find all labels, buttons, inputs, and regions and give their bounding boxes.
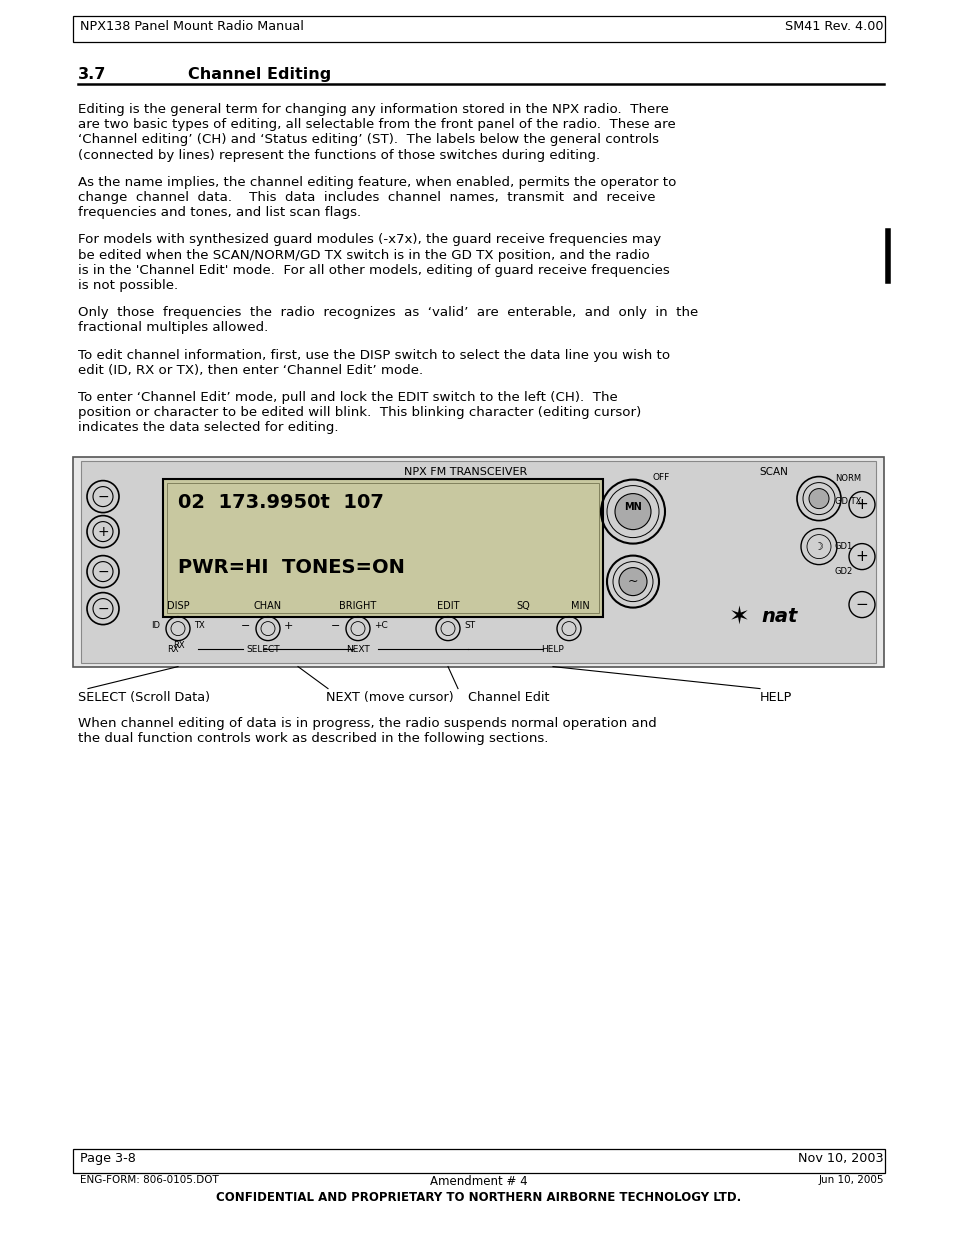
Text: MN: MN	[623, 501, 641, 511]
Text: (connected by lines) represent the functions of those switches during editing.: (connected by lines) represent the funct…	[78, 148, 599, 162]
Text: SM41 Rev. 4.00: SM41 Rev. 4.00	[784, 20, 883, 33]
Text: OFF: OFF	[652, 473, 670, 482]
Text: frequencies and tones, and list scan flags.: frequencies and tones, and list scan fla…	[78, 206, 361, 219]
Text: Nov 10, 2003: Nov 10, 2003	[798, 1152, 883, 1165]
Text: +: +	[97, 525, 109, 538]
Text: NORM: NORM	[834, 473, 861, 483]
Text: +: +	[284, 621, 294, 631]
Text: GD1: GD1	[834, 542, 852, 551]
Text: −: −	[855, 597, 867, 613]
Text: edit (ID, RX or TX), then enter ‘Channel Edit’ mode.: edit (ID, RX or TX), then enter ‘Channel…	[78, 364, 423, 377]
Text: NPX138 Panel Mount Radio Manual: NPX138 Panel Mount Radio Manual	[80, 20, 304, 33]
Circle shape	[618, 568, 646, 595]
Text: MIN: MIN	[571, 600, 589, 610]
Text: is in the 'Channel Edit' mode.  For all other models, editing of guard receive f: is in the 'Channel Edit' mode. For all o…	[78, 264, 669, 277]
Text: HELP: HELP	[541, 645, 564, 653]
Text: 3.7: 3.7	[78, 67, 107, 82]
Bar	[73, 457, 883, 667]
Text: ST: ST	[463, 621, 475, 630]
Text: BRIGHT: BRIGHT	[339, 600, 376, 610]
Text: −: −	[331, 621, 339, 631]
Text: NEXT (move cursor): NEXT (move cursor)	[326, 690, 453, 704]
Text: DISP: DISP	[167, 600, 189, 610]
Text: Editing is the general term for changing any information stored in the NPX radio: Editing is the general term for changing…	[78, 103, 668, 116]
Text: RX: RX	[172, 641, 185, 650]
Text: is not possible.: is not possible.	[78, 279, 178, 291]
Text: ‘Channel editing’ (CH) and ‘Status editing’ (ST).  The labels below the general : ‘Channel editing’ (CH) and ‘Status editi…	[78, 133, 659, 147]
Text: −: −	[240, 621, 250, 631]
Text: HELP: HELP	[760, 690, 792, 704]
Text: EDIT: EDIT	[436, 600, 458, 610]
Text: NEXT: NEXT	[346, 645, 370, 653]
Text: −: −	[97, 489, 109, 504]
Text: +: +	[855, 550, 867, 564]
Text: ENG-FORM: 806-0105.DOT: ENG-FORM: 806-0105.DOT	[80, 1174, 218, 1186]
Text: −: −	[97, 601, 109, 615]
Text: GD2: GD2	[834, 567, 852, 576]
Text: the dual function controls work as described in the following sections.: the dual function controls work as descr…	[78, 732, 548, 745]
Text: +C: +C	[374, 621, 387, 630]
Text: +: +	[855, 498, 867, 513]
Text: TX: TX	[193, 621, 205, 630]
Text: −: −	[97, 564, 109, 579]
Text: indicates the data selected for editing.: indicates the data selected for editing.	[78, 421, 338, 435]
Text: 02  173.9950t  107: 02 173.9950t 107	[178, 493, 383, 511]
Bar	[73, 16, 884, 42]
Text: Channel Editing: Channel Editing	[188, 67, 331, 82]
Text: To enter ‘Channel Edit’ mode, pull and lock the EDIT switch to the left (CH).  T: To enter ‘Channel Edit’ mode, pull and l…	[78, 391, 618, 404]
Text: ID: ID	[151, 621, 160, 630]
Text: SCAN: SCAN	[759, 467, 787, 477]
Text: NPX FM TRANSCEIVER: NPX FM TRANSCEIVER	[404, 467, 527, 477]
Bar	[81, 461, 875, 663]
Text: For models with synthesized guard modules (-x7x), the guard receive frequencies : For models with synthesized guard module…	[78, 233, 660, 247]
Text: SELECT (Scroll Data): SELECT (Scroll Data)	[78, 690, 210, 704]
Text: Jun 10, 2005: Jun 10, 2005	[818, 1174, 883, 1186]
Text: position or character to be edited will blink.  This blinking character (editing: position or character to be edited will …	[78, 406, 640, 419]
Text: As the name implies, the channel editing feature, when enabled, permits the oper: As the name implies, the channel editing…	[78, 175, 676, 189]
Bar	[73, 1149, 884, 1173]
Text: nat: nat	[760, 608, 797, 626]
Bar	[163, 479, 602, 616]
Circle shape	[615, 494, 650, 530]
Text: ✶: ✶	[728, 605, 749, 629]
Text: To edit channel information, first, use the DISP switch to select the data line : To edit channel information, first, use …	[78, 348, 669, 362]
Text: RX: RX	[167, 645, 178, 653]
Text: Only  those  frequencies  the  radio  recognizes  as  ‘valid’  are  enterable,  : Only those frequencies the radio recogni…	[78, 306, 698, 319]
Text: be edited when the SCAN/NORM/GD TX switch is in the GD TX position, and the radi: be edited when the SCAN/NORM/GD TX switc…	[78, 248, 649, 262]
Text: Channel Edit: Channel Edit	[468, 690, 549, 704]
Circle shape	[808, 489, 828, 509]
Text: CHAN: CHAN	[253, 600, 282, 610]
Text: Page 3-8: Page 3-8	[80, 1152, 135, 1165]
Text: change  channel  data.    This  data  includes  channel  names,  transmit  and  : change channel data. This data includes …	[78, 191, 655, 204]
Text: CONFIDENTIAL AND PROPRIETARY TO NORTHERN AIRBORNE TECHNOLOGY LTD.: CONFIDENTIAL AND PROPRIETARY TO NORTHERN…	[216, 1191, 740, 1204]
Text: ~: ~	[627, 576, 638, 588]
Text: GD TX: GD TX	[834, 496, 861, 505]
Text: PWR=HI  TONES=ON: PWR=HI TONES=ON	[178, 557, 404, 577]
Text: Amendment # 4: Amendment # 4	[430, 1174, 527, 1188]
Bar	[167, 483, 598, 613]
Text: fractional multiples allowed.: fractional multiples allowed.	[78, 321, 268, 335]
Text: When channel editing of data is in progress, the radio suspends normal operation: When channel editing of data is in progr…	[78, 716, 656, 730]
Text: ☽: ☽	[813, 542, 823, 552]
Text: SELECT: SELECT	[246, 645, 279, 653]
Text: are two basic types of editing, all selectable from the front panel of the radio: are two basic types of editing, all sele…	[78, 119, 675, 131]
Text: SQ: SQ	[516, 600, 529, 610]
